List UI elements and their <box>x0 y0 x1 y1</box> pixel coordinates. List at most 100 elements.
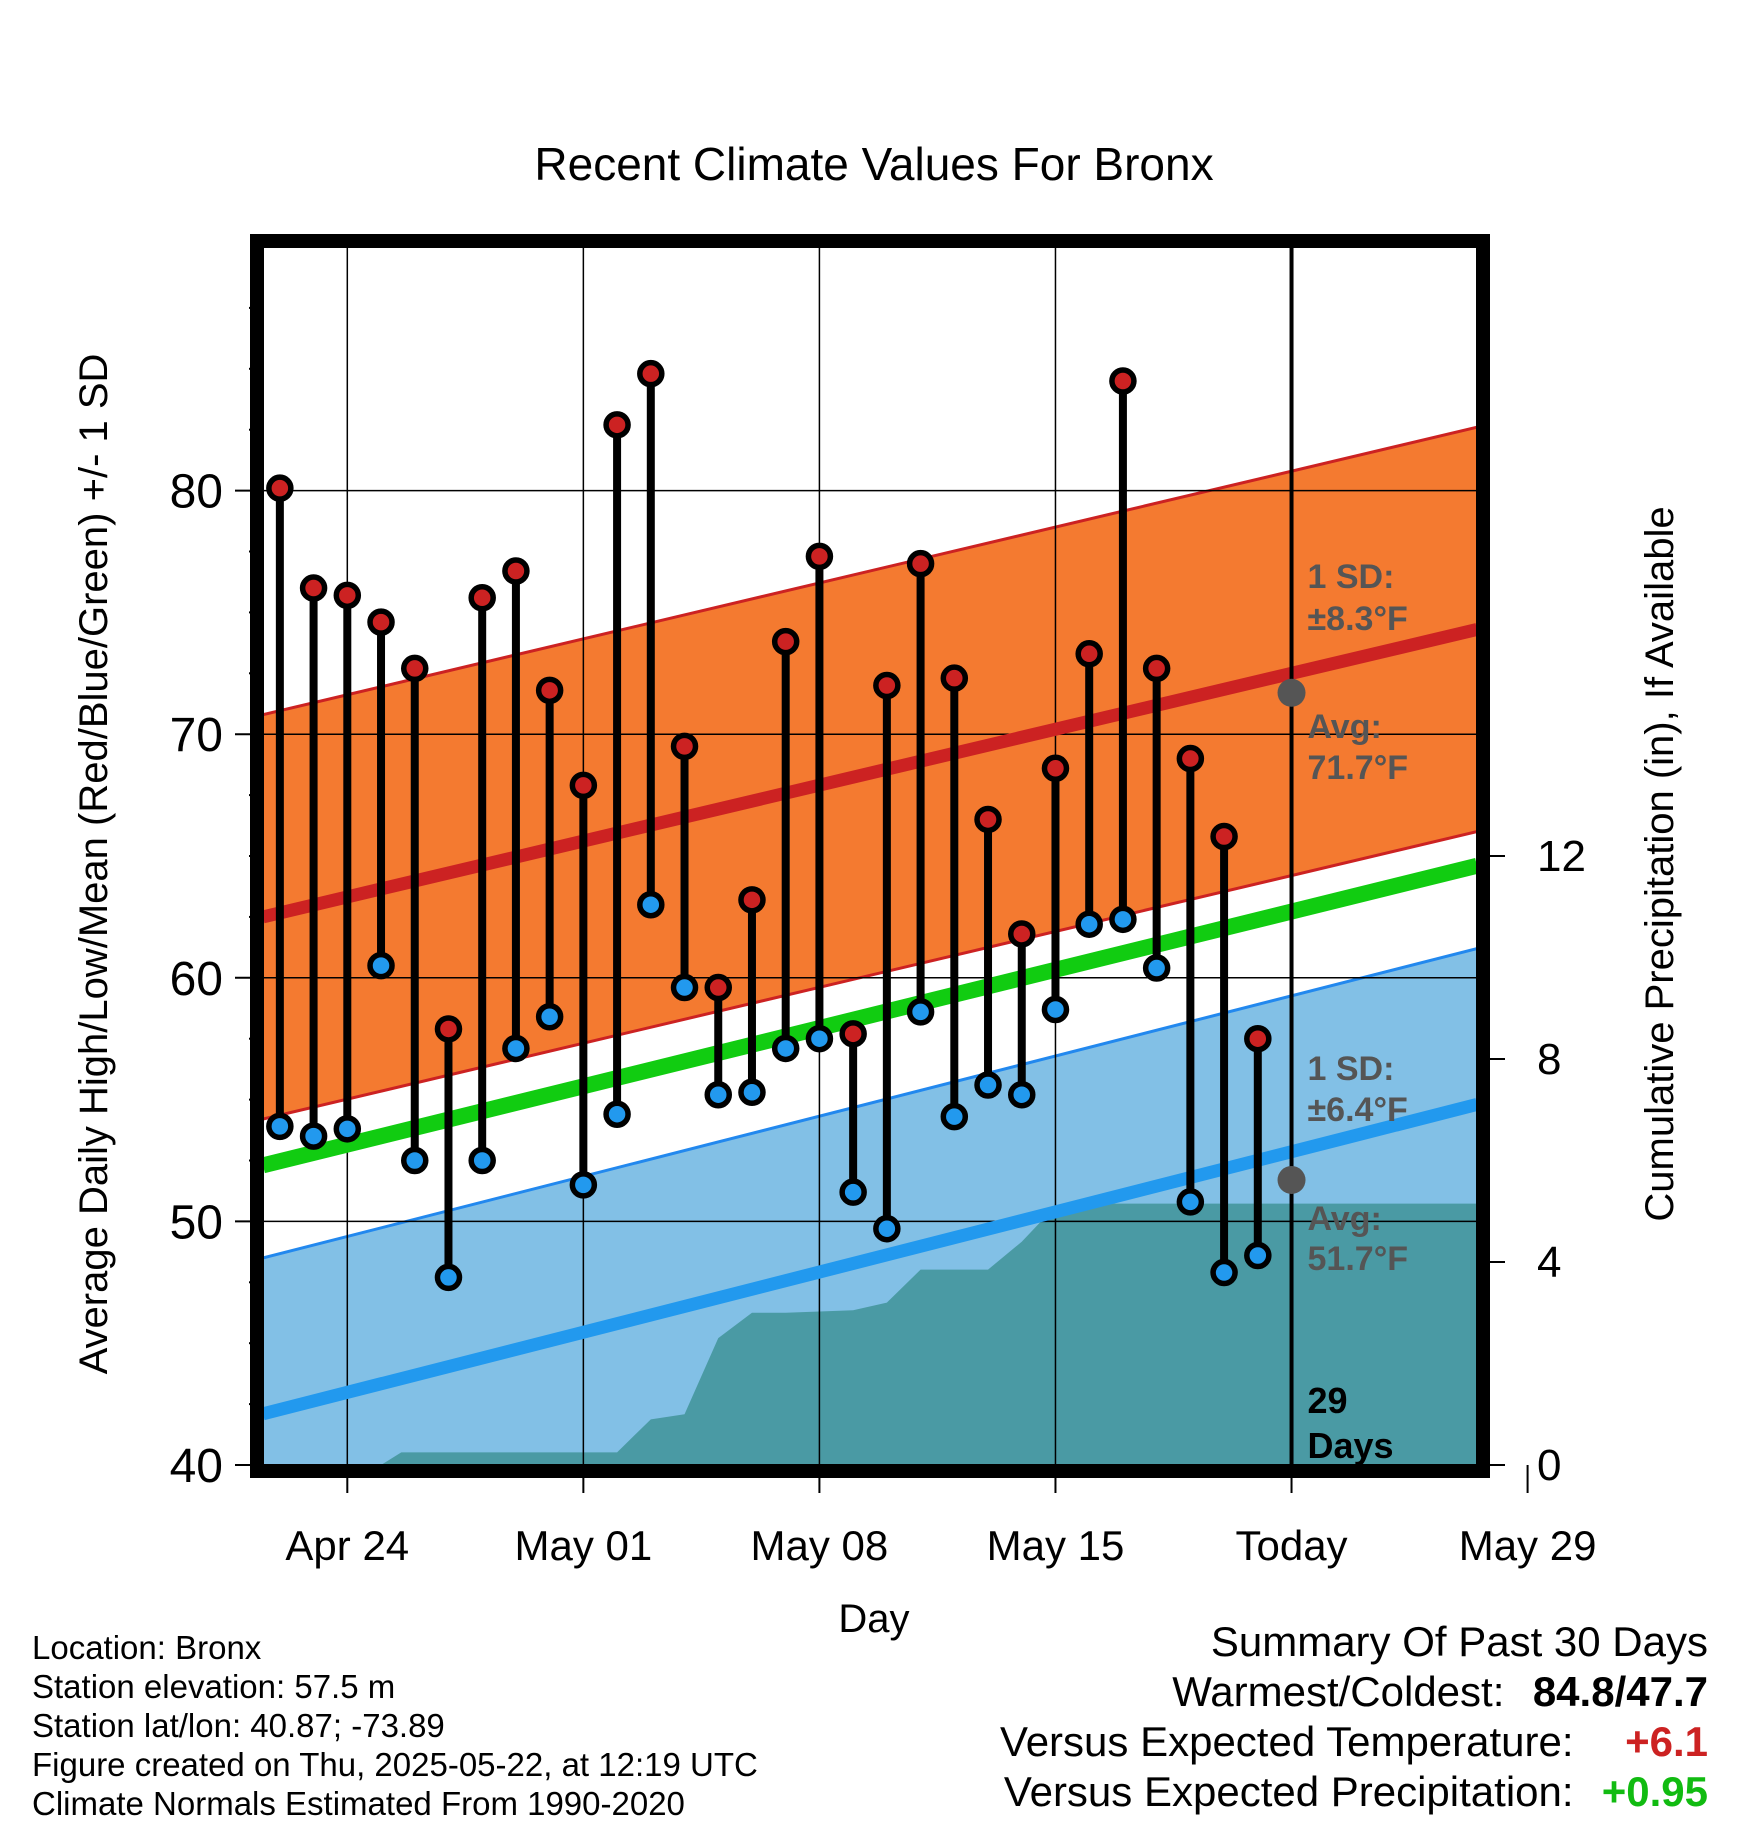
days-label: Days <box>1308 1425 1394 1466</box>
daily-high-point <box>299 574 328 602</box>
high-sd-value: ±8.3°F <box>1308 600 1408 638</box>
daily-low-point <box>940 1102 969 1131</box>
precip-anomaly-value: +0.95 <box>1601 1768 1708 1815</box>
high-band-upper-edge <box>263 425 1477 717</box>
summary-title: Summary Of Past 30 Days <box>1210 1618 1708 1665</box>
x-tick-label: Apr 24 <box>285 1522 409 1569</box>
daily-high-point <box>738 886 766 914</box>
high-sd-label: 1 SD: <box>1308 558 1395 596</box>
daily-low-point <box>333 1115 362 1143</box>
daily-low-point <box>1109 905 1137 934</box>
today-high-avg-marker <box>1277 678 1306 707</box>
high-band-lower-edge <box>263 830 1477 1121</box>
y2-tick-label: 8 <box>1537 1035 1561 1084</box>
daily-high-point <box>1109 367 1137 395</box>
y2-tick-label: 12 <box>1537 832 1586 881</box>
low-sd-value: ±6.4°F <box>1308 1091 1408 1129</box>
y-tick-label: 80 <box>170 466 223 519</box>
daily-high-point <box>1210 822 1238 851</box>
y-tick-label: 60 <box>170 953 223 1006</box>
daily-high-point <box>771 627 800 656</box>
daily-low-point <box>367 951 395 980</box>
y-axis-label: Average Daily High/Low/Mean (Red/Blue/Gr… <box>72 354 116 1375</box>
x-tick-label: May 01 <box>514 1522 652 1569</box>
daily-high-point <box>468 584 496 612</box>
daily-high-point <box>266 474 294 502</box>
daily-low-point <box>637 890 665 919</box>
daily-low-point <box>771 1034 800 1063</box>
daily-low-point <box>434 1263 463 1292</box>
daily-high-point <box>401 654 429 683</box>
daily-high-point <box>333 581 362 610</box>
daily-low-point <box>1142 954 1171 982</box>
daily-high-point <box>1142 654 1171 683</box>
y-tick-label: 40 <box>170 1440 223 1493</box>
x-axis-label: Day <box>838 1597 909 1641</box>
daily-low-point <box>468 1146 496 1175</box>
high-avg-value: 71.7°F <box>1308 749 1409 787</box>
low-avg-value: 51.7°F <box>1308 1240 1409 1278</box>
daily-low-point <box>569 1171 598 1199</box>
daily-high-point <box>805 542 834 571</box>
days-count: 29 <box>1308 1380 1348 1421</box>
daily-low-point <box>1176 1188 1205 1216</box>
x-tick-label: Today <box>1235 1522 1347 1569</box>
daily-high-point <box>367 608 395 636</box>
daily-low-point <box>670 973 699 1002</box>
daily-low-point <box>906 998 935 1026</box>
daily-low-point <box>502 1034 530 1063</box>
x-tick-label: May 15 <box>987 1522 1125 1569</box>
daily-high-point <box>873 671 901 700</box>
daily-low-point <box>401 1146 429 1175</box>
created-text: Figure created on Thu, 2025-05-22, at 12… <box>32 1746 758 1783</box>
daily-low-point <box>299 1122 328 1150</box>
daily-high-point <box>704 973 732 1002</box>
high-avg-line <box>263 623 1477 924</box>
warmest-coldest-label: Warmest/Coldest: <box>1172 1668 1505 1715</box>
low-avg-line <box>263 1098 1477 1421</box>
precip-area <box>263 1203 1477 1465</box>
elevation-text: Station elevation: 57.5 m <box>32 1668 396 1705</box>
y2-tick-label: 4 <box>1537 1238 1561 1287</box>
x-tick-label: May 29 <box>1459 1522 1597 1569</box>
daily-low-point <box>738 1078 766 1107</box>
daily-high-point <box>1075 640 1103 668</box>
daily-high-point <box>839 1020 867 1048</box>
daily-high-point <box>569 771 598 800</box>
low-sd-label: 1 SD: <box>1308 1050 1395 1088</box>
low-avg-label: Avg: <box>1308 1200 1382 1238</box>
daily-low-point <box>839 1178 867 1206</box>
mean-avg-line <box>263 857 1477 1174</box>
daily-low-point <box>974 1071 1002 1099</box>
precip-anomaly-label: Versus Expected Precipitation: <box>1003 1768 1574 1815</box>
daily-high-point <box>1244 1024 1272 1053</box>
daily-low-point <box>1210 1258 1238 1287</box>
temp-anomaly-label: Versus Expected Temperature: <box>1000 1718 1574 1765</box>
daily-low-point <box>1008 1080 1036 1109</box>
normals-text: Climate Normals Estimated From 1990-2020 <box>32 1785 685 1822</box>
y-tick-label: 70 <box>170 709 223 762</box>
today-low-avg-marker <box>1277 1165 1306 1194</box>
daily-high-point <box>906 549 935 578</box>
latlon-text: Station lat/lon: 40.87; -73.89 <box>32 1707 445 1744</box>
daily-high-point <box>1008 920 1036 948</box>
daily-high-point <box>670 732 699 761</box>
daily-low-point <box>1244 1241 1272 1270</box>
daily-high-point <box>1176 744 1205 773</box>
temp-anomaly-value: +6.1 <box>1625 1718 1708 1765</box>
high-avg-label: Avg: <box>1308 708 1382 746</box>
location-text: Location: Bronx <box>32 1629 262 1666</box>
station-info: Location: Bronx Station elevation: 57.5 … <box>32 1628 758 1823</box>
warmest-coldest-value: 84.8/47.7 <box>1532 1668 1708 1715</box>
daily-low-point <box>805 1024 834 1053</box>
y2-axis-label: Cumulative Precipitation (in), If Availa… <box>1638 506 1682 1221</box>
daily-high-point <box>603 411 631 439</box>
daily-low-point <box>1075 910 1103 938</box>
daily-low-point <box>603 1100 631 1128</box>
daily-high-point <box>535 676 564 705</box>
daily-high-point <box>502 557 530 585</box>
y-tick-label: 50 <box>170 1196 223 1249</box>
daily-low-point <box>535 1003 564 1031</box>
